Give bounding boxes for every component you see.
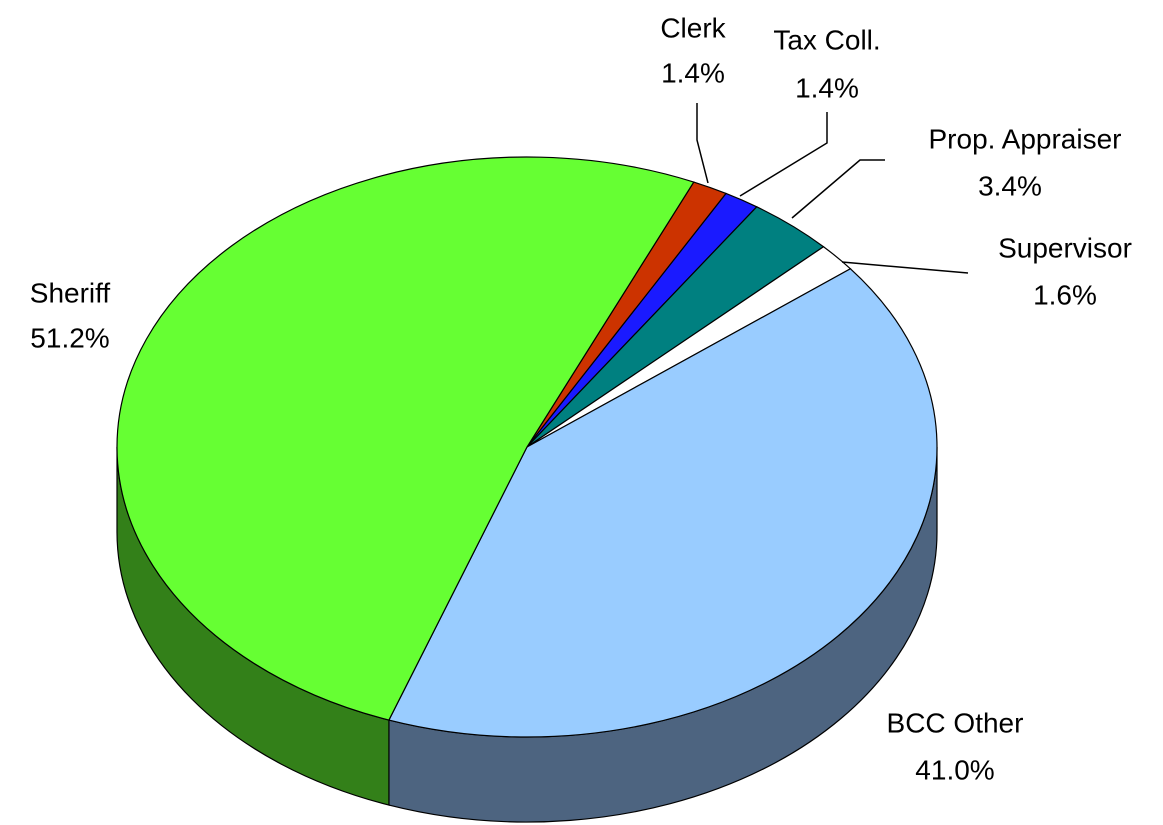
slice-label: Supervisor <box>998 232 1132 263</box>
slice-label: BCC Other <box>887 707 1024 738</box>
slice-value-label: 1.4% <box>661 57 725 88</box>
slice-value-label: 1.6% <box>1033 279 1097 310</box>
pie <box>117 157 937 822</box>
leader-line <box>697 103 708 183</box>
chart: Clerk 1.4% Tax Coll. 1.4% Prop. Appraiser 3.4… <box>0 0 1163 825</box>
slice-label: Tax Coll. <box>773 24 880 55</box>
slice-label: Sheriff <box>30 277 111 308</box>
slice-label: Prop. Appraiser <box>929 123 1122 154</box>
leader-line <box>740 112 827 196</box>
slice-value-label: 1.4% <box>795 72 859 103</box>
slice-value-label: 3.4% <box>978 170 1042 201</box>
leader-line <box>842 262 968 273</box>
slice-value-label: 41.0% <box>915 754 994 785</box>
slice-value-label: 51.2% <box>30 322 109 353</box>
leader-line <box>792 160 885 218</box>
slice-label: Clerk <box>660 12 726 43</box>
